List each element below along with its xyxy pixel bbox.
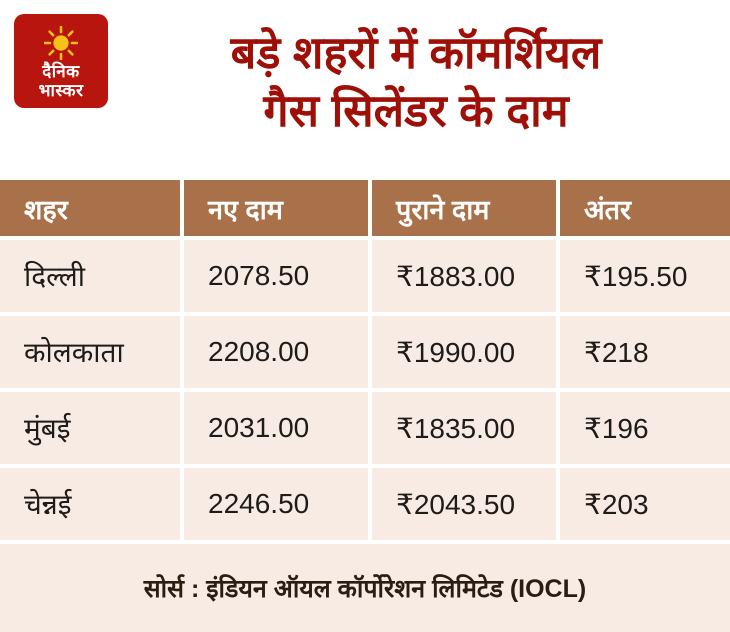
cell-old-price: ₹2043.50 — [372, 468, 556, 540]
cell-new-price: 2031.00 — [184, 392, 368, 464]
cell-city: मुंबई — [0, 392, 180, 464]
table-header-row: शहर नए दाम पुराने दाम अंतर — [0, 180, 730, 236]
column-header-city: शहर — [0, 180, 180, 236]
footer: सोर्स : इंडियन ऑयल कॉर्पोरेशन लिमिटेड (I… — [0, 544, 730, 632]
header: दैनिक भास्कर बड़े शहरों में कॉमर्शियल गै… — [0, 0, 730, 180]
table-row: मुंबई 2031.00 ₹1835.00 ₹196 — [0, 392, 730, 464]
cell-new-price: 2246.50 — [184, 468, 368, 540]
page-title: बड़े शहरों में कॉमर्शियल गैस सिलेंडर के … — [120, 24, 712, 139]
column-header-new-price: नए दाम — [184, 180, 368, 236]
table-row: कोलकाता 2208.00 ₹1990.00 ₹218 — [0, 316, 730, 388]
price-table: शहर नए दाम पुराने दाम अंतर दिल्ली 2078.5… — [0, 180, 730, 540]
cell-difference: ₹195.50 — [560, 240, 730, 312]
cell-city: दिल्ली — [0, 240, 180, 312]
page-title-line-2: गैस सिलेंडर के दाम — [263, 84, 569, 136]
brand-logo: दैनिक भास्कर — [14, 14, 108, 108]
cell-new-price: 2078.50 — [184, 240, 368, 312]
page-title-line-1: बड़े शहरों में कॉमर्शियल — [230, 27, 602, 78]
cell-difference: ₹196 — [560, 392, 730, 464]
table-row: दिल्ली 2078.50 ₹1883.00 ₹195.50 — [0, 240, 730, 312]
table-row: चेन्नई 2246.50 ₹2043.50 ₹203 — [0, 468, 730, 540]
cell-old-price: ₹1990.00 — [372, 316, 556, 388]
sun-icon — [43, 25, 79, 61]
column-header-difference: अंतर — [560, 180, 730, 236]
cell-city: चेन्नई — [0, 468, 180, 540]
cell-difference: ₹218 — [560, 316, 730, 388]
cell-old-price: ₹1835.00 — [372, 392, 556, 464]
source-note: सोर्स : इंडियन ऑयल कॉर्पोरेशन लिमिटेड (I… — [143, 575, 587, 603]
brand-name-line-1: दैनिक — [42, 61, 80, 81]
cell-old-price: ₹1883.00 — [372, 240, 556, 312]
cell-new-price: 2208.00 — [184, 316, 368, 388]
brand-name-line-2: भास्कर — [38, 81, 84, 100]
cell-difference: ₹203 — [560, 468, 730, 540]
cell-city: कोलकाता — [0, 316, 180, 388]
column-header-old-price: पुराने दाम — [372, 180, 556, 236]
